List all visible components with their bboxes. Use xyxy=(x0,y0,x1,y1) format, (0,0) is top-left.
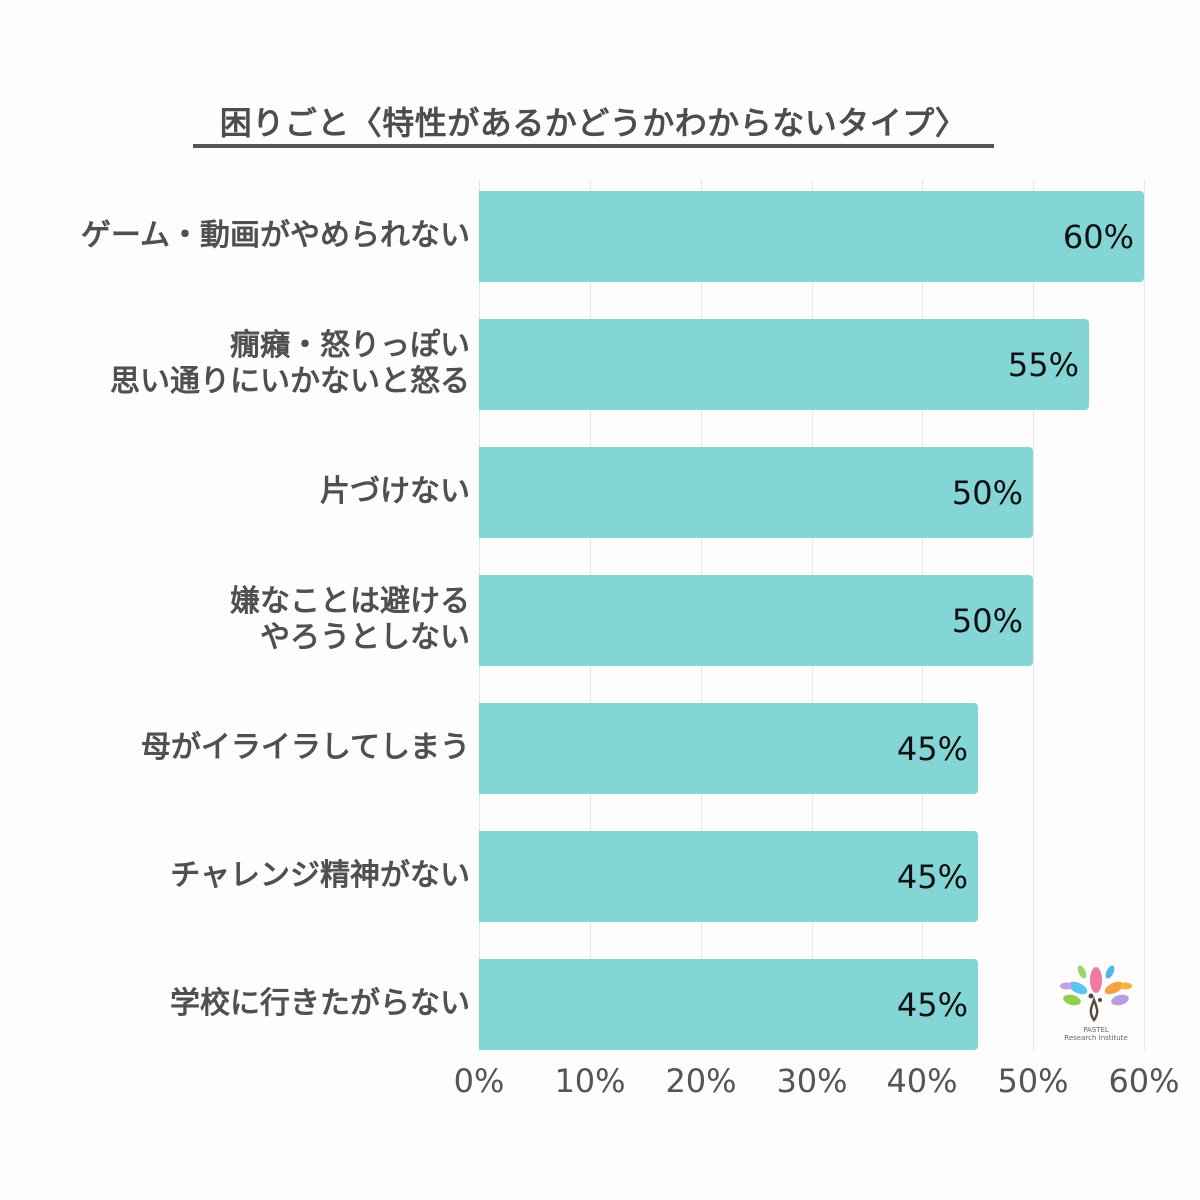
bar: 50% xyxy=(479,575,1033,666)
x-tick-label: 20% xyxy=(665,1062,737,1100)
logo-text-line2: Research Institute xyxy=(1064,1034,1128,1042)
category-label-line: 母がイライラしてしまう xyxy=(140,730,470,765)
bar: 50% xyxy=(479,447,1033,538)
bar: 45% xyxy=(479,703,978,794)
bar: 60% xyxy=(479,191,1144,282)
category-label: 癇癪・怒りっぽい 思い通りにいかないと怒る xyxy=(110,328,470,400)
category-label-line: 片づけない xyxy=(320,474,470,509)
logo-text-line1: PASTEL xyxy=(1083,1026,1109,1034)
bar-value-label: 60% xyxy=(1062,217,1134,256)
category-label-line: 癇癪・怒りっぽい xyxy=(230,328,470,363)
category-label-line: ゲーム・動画がやめられない xyxy=(80,218,470,253)
bar-value-label: 45% xyxy=(896,729,968,768)
x-tick-label: 30% xyxy=(776,1062,848,1100)
gridline xyxy=(1033,180,1034,1050)
x-tick-label: 50% xyxy=(997,1062,1069,1100)
tree-logo-icon xyxy=(1060,965,1132,1023)
category-label: 母がイライラしてしまう xyxy=(141,730,470,766)
gridline xyxy=(1144,180,1145,1050)
plot-area: 60% 55% 50% 50% 45% 45% 45% xyxy=(479,180,1145,1050)
category-label: ゲーム・動画がやめられない xyxy=(81,218,470,254)
bar-value-label: 50% xyxy=(951,601,1023,640)
bar-value-label: 45% xyxy=(896,857,968,896)
x-tick-label: 10% xyxy=(554,1062,626,1100)
chart-title-container: 困りごと〈特性があるかどうかわからないタイプ〉 xyxy=(193,96,994,148)
chart-title: 困りごと〈特性があるかどうかわからないタイプ〉 xyxy=(219,104,968,142)
x-tick-label: 0% xyxy=(453,1062,505,1100)
bar-value-label: 45% xyxy=(896,985,968,1024)
category-label-line: チャレンジ精神がない xyxy=(170,858,470,893)
category-label-line: 学校に行きたがらない xyxy=(170,986,470,1021)
x-tick-label: 60% xyxy=(1108,1062,1180,1100)
logo: PASTEL Research Institute xyxy=(1058,962,1134,1046)
category-label-line: 嫌なことは避ける xyxy=(230,584,470,619)
category-label-line: やろうとしない xyxy=(260,620,470,655)
bar-value-label: 50% xyxy=(951,473,1023,512)
x-tick-label: 40% xyxy=(886,1062,958,1100)
category-label: チャレンジ精神がない xyxy=(170,858,470,894)
category-label-line: 思い通りにいかないと怒る xyxy=(110,364,470,399)
category-label: 学校に行きたがらない xyxy=(170,986,470,1022)
bar-value-label: 55% xyxy=(1007,345,1079,384)
category-label: 片づけない xyxy=(320,474,470,510)
bar: 55% xyxy=(479,319,1089,410)
bar: 45% xyxy=(479,959,978,1050)
category-label: 嫌なことは避ける やろうとしない xyxy=(230,584,470,656)
bar: 45% xyxy=(479,831,978,922)
